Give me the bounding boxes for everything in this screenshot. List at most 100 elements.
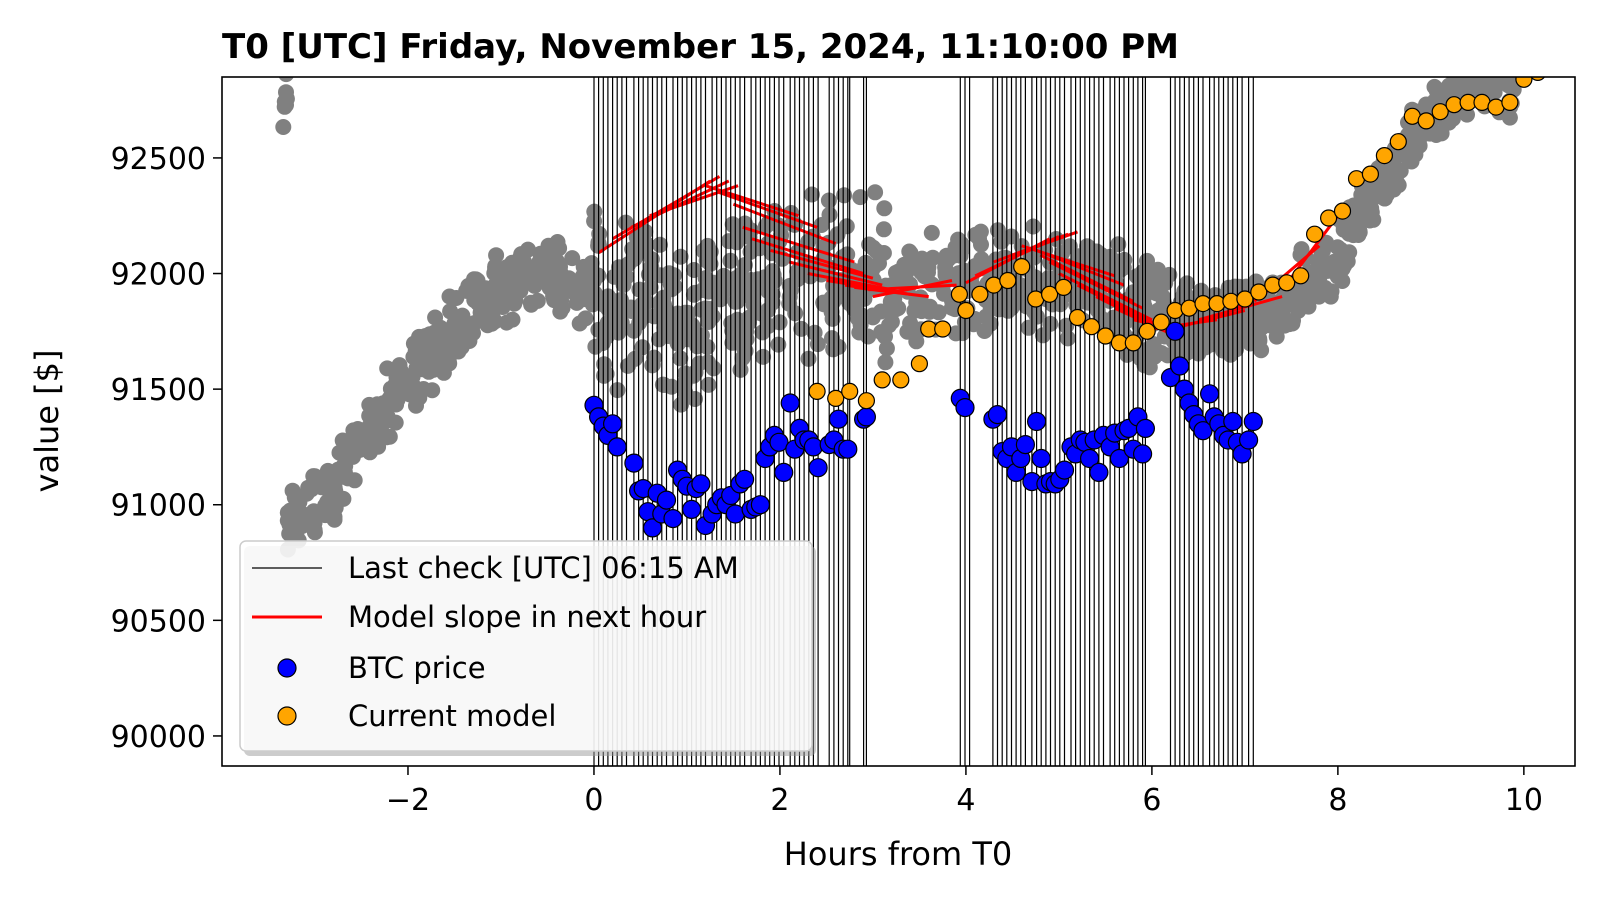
y-axis-ticks: 90000 90500 91000 91500 92000 92500 — [111, 142, 222, 755]
current-model-point — [1445, 96, 1463, 114]
history-point — [1344, 219, 1361, 236]
current-model-point — [1138, 322, 1156, 340]
history-point — [420, 338, 437, 355]
btc-price-point — [987, 405, 1008, 425]
x-tick-label: 0 — [584, 783, 603, 818]
history-point — [585, 270, 602, 287]
btc-price-point — [774, 462, 794, 482]
current-model-point — [1236, 290, 1254, 308]
history-point — [922, 298, 938, 315]
slope-line — [872, 279, 953, 299]
history-point — [656, 319, 673, 336]
history-point — [1144, 264, 1161, 281]
btc-price-point — [656, 490, 677, 510]
history-point — [755, 348, 772, 365]
current-model-point — [1054, 278, 1073, 296]
slope-line — [751, 237, 865, 275]
history-point — [319, 462, 336, 479]
history-point — [1389, 174, 1405, 191]
history-point — [686, 262, 702, 278]
history-point — [672, 248, 689, 265]
history-point — [637, 223, 654, 240]
btc-price-point — [1026, 411, 1047, 432]
history-point — [498, 314, 515, 331]
history-point — [367, 432, 384, 449]
history-point — [923, 224, 940, 241]
legend-marker-model — [277, 706, 297, 726]
history-point — [908, 294, 925, 311]
btc-price-point — [642, 518, 663, 538]
history-point — [1251, 332, 1268, 349]
btc-price-point — [1223, 411, 1243, 432]
y-tick-label: 91500 — [111, 373, 206, 408]
current-model-point — [1222, 292, 1240, 310]
btc-price-point — [1089, 462, 1109, 482]
current-model-point — [910, 355, 929, 373]
btc-price-point — [828, 409, 849, 429]
history-point — [878, 340, 895, 357]
history-point — [453, 339, 470, 356]
current-model-point — [1068, 308, 1087, 327]
legend-label-slope: Model slope in next hour — [348, 600, 706, 634]
history-point — [1502, 77, 1519, 87]
history-point — [972, 223, 989, 240]
history-point — [725, 279, 742, 296]
slope-line — [742, 225, 855, 264]
history-point — [507, 292, 524, 309]
current-model-point — [999, 271, 1017, 290]
btc-price-point — [1243, 411, 1263, 432]
history-point — [526, 277, 543, 294]
history-point — [326, 511, 343, 528]
btc-price-point — [808, 458, 828, 478]
legend: Last check [UTC] 06:15 AM Model slope in… — [239, 540, 816, 756]
history-point — [852, 316, 869, 333]
btc-price-point — [1165, 321, 1185, 341]
history-point — [643, 258, 660, 275]
current-model-point — [808, 382, 826, 400]
chart-title: T0 [UTC] Friday, November 15, 2024, 11:1… — [222, 27, 1179, 67]
history-point — [291, 494, 308, 511]
history-point — [335, 490, 352, 507]
history-point — [522, 294, 539, 311]
history-point — [578, 288, 595, 305]
history-point — [1332, 241, 1349, 258]
btc-price-point — [1238, 430, 1259, 450]
history-point — [305, 503, 322, 520]
y-tick-label: 92000 — [111, 258, 206, 293]
history-point — [1026, 303, 1042, 320]
history-point — [1059, 330, 1076, 347]
history-point — [691, 355, 708, 372]
btc-price-point — [607, 437, 627, 457]
slope-line — [1039, 253, 1134, 303]
history-point — [577, 310, 594, 327]
x-axis-ticks: −2 0 2 4 6 8 10 — [386, 766, 1543, 818]
current-model-point — [873, 371, 891, 389]
history-point — [1407, 126, 1424, 143]
history-point — [1040, 270, 1057, 287]
history-point — [672, 350, 689, 367]
history-point — [487, 260, 504, 277]
history-point — [1323, 283, 1340, 300]
history-point — [546, 292, 563, 309]
history-point — [564, 250, 581, 267]
y-tick-label: 91000 — [111, 489, 206, 524]
current-model-point — [1417, 112, 1435, 130]
current-model-point — [1389, 133, 1407, 151]
current-model-point — [1333, 202, 1352, 220]
btc-price-point — [1015, 435, 1036, 455]
history-point — [1467, 82, 1484, 99]
history-point — [1179, 275, 1195, 292]
history-point — [435, 364, 452, 381]
history-point — [759, 282, 776, 299]
history-point — [387, 385, 404, 402]
history-point — [852, 189, 869, 206]
history-point — [1193, 282, 1210, 299]
history-point — [1144, 340, 1161, 357]
history-point — [411, 354, 428, 371]
btc-price-point — [1054, 460, 1075, 480]
legend-label-btc: BTC price — [348, 651, 486, 685]
history-point — [515, 253, 532, 270]
history-point — [913, 264, 930, 281]
history-point — [1367, 179, 1384, 196]
history-point — [700, 376, 717, 393]
